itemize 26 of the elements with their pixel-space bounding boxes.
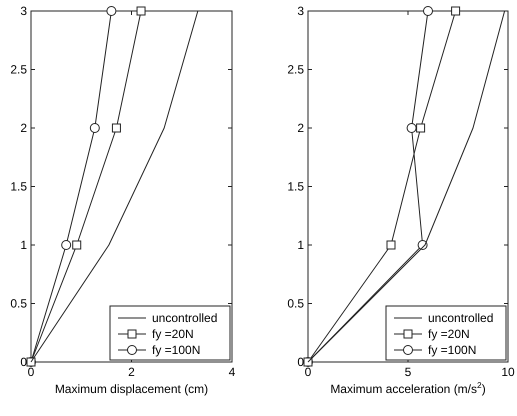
y-tick-label: 2.5 [10,62,28,77]
y-tick-label: 0 [297,355,304,370]
y-tick-label: 0 [20,355,28,370]
x-tick-label: 10 [501,365,515,379]
legend-label: fy =100N [152,343,200,358]
x-tick-label: 2 [128,365,136,379]
x-axis-title: Maximum displacement (cm) [54,382,208,396]
y-tick-label: 1 [20,238,28,252]
y-tick-label: 1.5 [10,180,28,194]
legend-label: uncontrolled [152,311,218,326]
y-tick-label: 2 [20,121,28,136]
y-tick-label: 2.5 [287,62,304,77]
legend-label: fy =100N [428,343,476,358]
y-tick-label: 1.5 [287,180,304,194]
legend-label: uncontrolled [428,311,494,326]
y-tick-label: 3 [297,4,304,18]
y-tick-label: 3 [20,4,28,18]
x-axis-title: Maximum acceleration (m/s$^{2}$) [330,380,486,396]
y-tick-label: 0.5 [10,296,28,311]
y-tick-label: 1 [297,238,304,252]
y-tick-label: 0.5 [287,296,304,311]
legend-label: fy =20N [428,327,470,342]
x-tick-label: 4 [228,365,236,379]
x-tick-label: 5 [404,365,412,379]
y-tick-label: 2 [297,121,304,136]
legend-label: fy =20N [152,327,194,342]
